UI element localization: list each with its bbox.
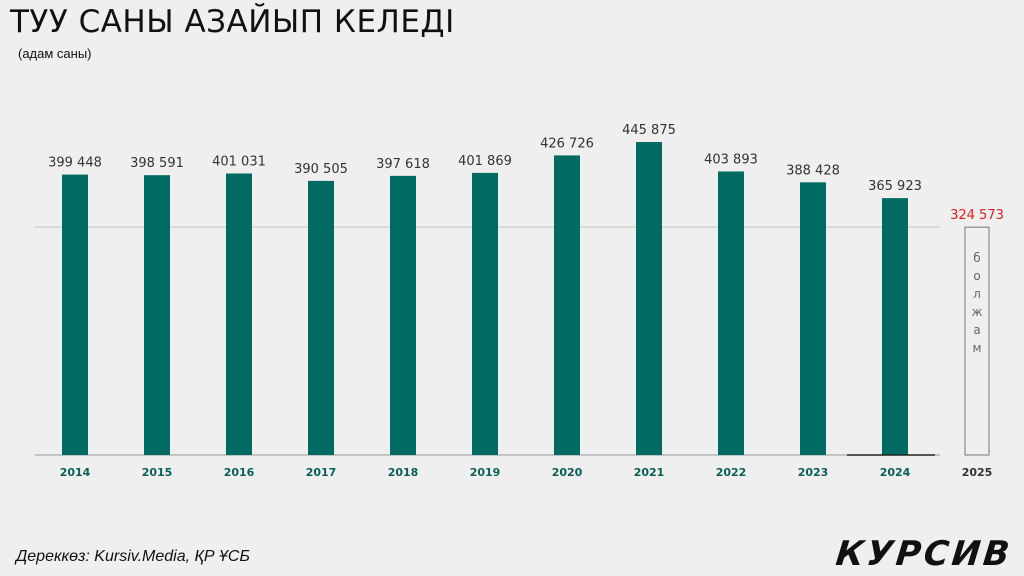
chart-subtitle: (адам саны)	[18, 46, 92, 61]
x-tick-label: 2015	[142, 466, 173, 479]
kursiv-logo: КУРСИВ	[833, 534, 1015, 574]
chart-title: ТУУ САНЫ АЗАЙЫП КЕЛЕДІ	[10, 4, 455, 40]
x-tick-label: 2016	[224, 466, 255, 479]
bar	[636, 142, 662, 455]
forecast-note-letter: л	[973, 287, 981, 301]
bar-value-label: 401 031	[212, 154, 266, 169]
bar-value-label: 388 428	[786, 163, 840, 178]
forecast-value-label: 324 573	[950, 208, 1004, 223]
x-tick-label: 2025	[962, 466, 993, 479]
bar	[308, 180, 334, 456]
bar	[472, 172, 498, 456]
forecast-note-letter: ж	[972, 305, 983, 319]
x-tick-label: 2017	[306, 466, 337, 479]
bar	[226, 173, 252, 456]
source-note: Дереккөз: Kursiv.Media, ҚР ҰСБ	[16, 548, 250, 565]
bar	[62, 174, 88, 455]
x-tick-label: 2022	[716, 466, 747, 479]
x-tick-label: 2019	[470, 466, 501, 479]
x-tick-label: 2021	[634, 466, 665, 479]
bar	[882, 198, 908, 455]
x-tick-label: 2018	[388, 466, 419, 479]
bar-value-label: 390 505	[294, 162, 348, 177]
bar-value-label: 399 448	[48, 156, 102, 171]
forecast-note-letter: а	[973, 323, 980, 337]
forecast-bar	[964, 226, 990, 456]
bar-value-label: 401 869	[458, 154, 512, 169]
bar-value-label: 398 591	[130, 156, 184, 171]
bar-value-label: 445 875	[622, 123, 676, 138]
forecast-note-letter: б	[973, 251, 980, 265]
x-tick-label: 2020	[552, 466, 583, 479]
bar-value-label: 397 618	[376, 157, 430, 172]
x-tick-label: 2024	[880, 466, 911, 479]
x-tick-label: 2023	[798, 466, 829, 479]
bar-value-label: 403 893	[704, 152, 758, 167]
bar	[144, 175, 170, 455]
x-tick-label: 2014	[60, 466, 91, 479]
forecast-note-letter: м	[972, 341, 981, 355]
bar	[718, 171, 744, 456]
bar	[800, 182, 826, 455]
bar-value-label: 365 923	[868, 179, 922, 194]
bar	[390, 175, 416, 455]
bar-value-label: 426 726	[540, 136, 594, 151]
bar	[554, 155, 580, 455]
forecast-note-letter: о	[973, 269, 980, 283]
